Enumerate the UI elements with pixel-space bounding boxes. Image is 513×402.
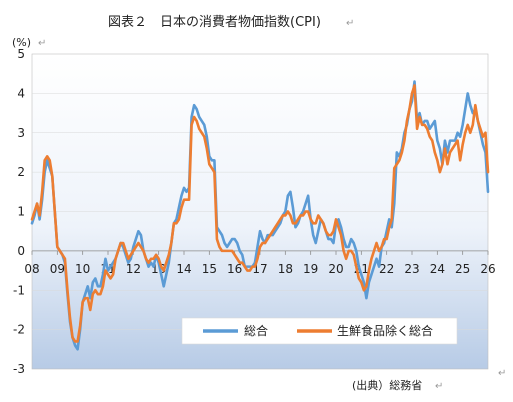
y-tick-label: 0	[17, 244, 25, 258]
x-tick-label: 20	[328, 262, 343, 276]
x-tick-label: 22	[379, 262, 394, 276]
unit-label: (%)	[12, 36, 31, 49]
y-tick-label: -3	[13, 362, 25, 376]
x-tick-label: 08	[24, 262, 39, 276]
y-tick-label: -1	[13, 283, 25, 297]
legend: 総合 生鮮食品除く総合	[181, 317, 458, 345]
x-tick-label: 24	[430, 262, 445, 276]
x-tick-label: 14	[176, 262, 191, 276]
y-tick-label: 1	[17, 205, 25, 219]
x-tick-label: 12	[126, 262, 141, 276]
chart-title: 図表２ 日本の消費者物価指数(CPI)	[108, 15, 321, 30]
series-lines	[30, 80, 490, 351]
legend-label-total: 総合	[244, 323, 268, 338]
return-mark: ↵	[498, 368, 506, 379]
series-line-1	[30, 84, 490, 343]
y-tick-label: 4	[17, 86, 25, 100]
x-tick-label: 23	[404, 262, 419, 276]
x-tick-label: 16	[227, 262, 242, 276]
x-tick-label: 15	[202, 262, 217, 276]
return-mark: ↵	[435, 381, 443, 392]
legend-label-core: 生鮮食品除く総合	[337, 323, 433, 338]
y-tick-label: -2	[13, 323, 25, 337]
x-tick-label: 19	[303, 262, 318, 276]
source-note: (出典）総務省	[352, 378, 422, 392]
x-tick-label: 09	[50, 262, 65, 276]
return-mark: ↵	[38, 38, 46, 49]
y-axis-ticks: -3 -2 -1 0 1 2 3 4 5	[13, 47, 25, 376]
x-tick-label: 18	[278, 262, 293, 276]
y-tick-label: 3	[17, 126, 25, 140]
return-mark: ↵	[346, 18, 354, 29]
y-tick-label: 5	[17, 47, 25, 61]
x-tick-label: 10	[75, 262, 90, 276]
y-tick-label: 2	[17, 165, 25, 179]
x-tick-label: 25	[455, 262, 470, 276]
x-tick-label: 26	[480, 262, 495, 276]
